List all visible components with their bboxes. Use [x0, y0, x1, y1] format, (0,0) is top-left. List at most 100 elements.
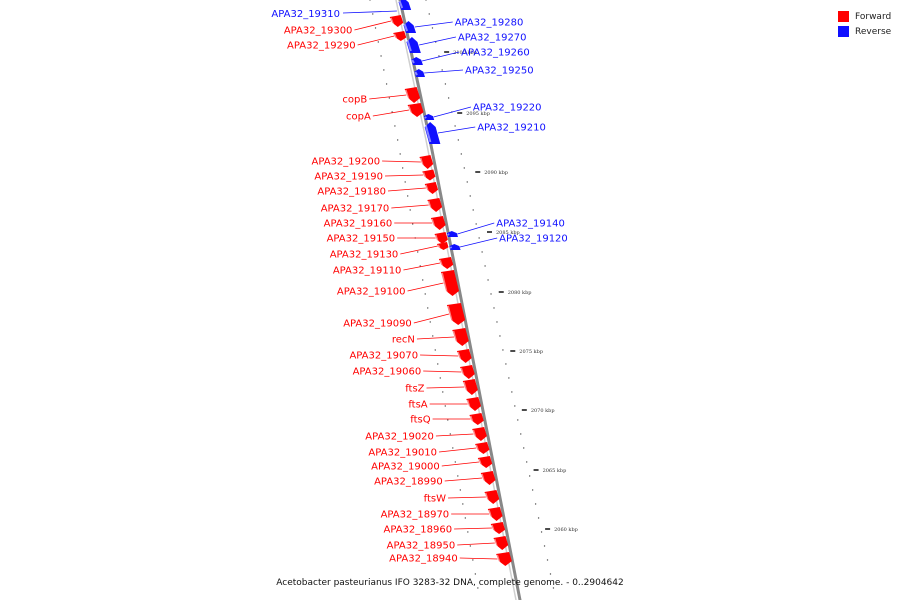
guide-dot: [429, 321, 431, 323]
forward-gene: [475, 442, 490, 454]
forward-gene-highlight: [493, 538, 499, 549]
guide-dot: [380, 55, 382, 57]
reverse-gene-highlight: [449, 246, 453, 249]
reverse-gene-highlight: [424, 124, 432, 143]
tick-label: 2100 kbp: [453, 50, 477, 56]
guide-dot: [505, 363, 507, 365]
guide-dot: [463, 167, 465, 169]
tick-label: 2085 kbp: [496, 230, 520, 236]
forward-gene-highlight: [466, 399, 471, 410]
guide-dot: [467, 531, 469, 533]
guide-dot: [427, 307, 429, 309]
leader-line: [414, 21, 453, 28]
forward-gene-highlight: [404, 89, 411, 102]
forward-gene-highlight: [462, 381, 468, 394]
forward-gene: [419, 155, 434, 169]
reverse-gene-highlight: [403, 23, 409, 32]
legend-label-forward: Forward: [855, 11, 892, 22]
gene-label-reverse: APA32_19310: [271, 9, 340, 20]
forward-gene-highlight: [407, 105, 413, 116]
reverse-gene-highlight: [414, 71, 418, 76]
gene-label-forward: APA32_19150: [327, 234, 396, 245]
gene-label-forward: APA32_19170: [321, 204, 390, 215]
guide-dot: [552, 587, 555, 589]
forward-gene-body: [490, 522, 506, 534]
forward-gene-highlight: [452, 330, 458, 345]
gene-features: [389, 0, 512, 566]
guide-dot: [499, 335, 501, 337]
leader-line: [419, 36, 457, 46]
gene-label-forward: APA32_19090: [343, 319, 412, 330]
reverse-gene-body: [449, 244, 461, 250]
reverse-gene-highlight: [411, 59, 415, 64]
forward-gene-body: [487, 507, 503, 521]
guide-dot: [523, 447, 525, 449]
guide-dot: [546, 559, 549, 561]
gene-label-forward: APA32_19190: [314, 172, 383, 183]
forward-gene-body: [462, 379, 478, 395]
leader-line: [459, 557, 498, 560]
dotted-guides: [369, 0, 555, 589]
forward-gene: [484, 490, 500, 504]
guide-dot: [432, 335, 434, 337]
guide-dot: [540, 531, 543, 533]
forward-gene: [430, 216, 446, 230]
guide-dot: [369, 0, 371, 1]
forward-gene-highlight: [475, 444, 480, 453]
forward-gene-body: [438, 257, 454, 269]
guide-dot: [517, 419, 519, 421]
guide-dot: [474, 573, 477, 575]
guide-dot: [484, 265, 486, 267]
forward-gene: [436, 242, 449, 250]
forward-gene: [496, 552, 512, 566]
guide-dot: [385, 83, 388, 85]
guide-dot: [502, 349, 504, 351]
guide-dot: [399, 153, 401, 155]
legend-item-forward: Forward: [838, 9, 891, 24]
forward-gene: [422, 169, 436, 181]
forward-gene: [490, 522, 506, 534]
forward-gene-highlight: [424, 184, 430, 193]
tick-label: 2060 kbp: [554, 527, 578, 533]
forward-gene-highlight: [472, 429, 477, 440]
forward-gene-highlight: [496, 554, 501, 565]
reverse-gene-body: [423, 114, 435, 120]
guide-dot: [526, 461, 528, 463]
forward-gene: [393, 31, 407, 41]
forward-gene-highlight: [484, 492, 490, 503]
gene-label-reverse: APA32_19270: [458, 33, 527, 44]
gene-label-forward: APA32_19060: [353, 367, 422, 378]
guide-dot: [377, 41, 379, 43]
guide-dot: [549, 573, 552, 575]
guide-dot: [447, 419, 449, 421]
forward-gene-highlight: [427, 200, 433, 211]
forward-gene: [493, 536, 509, 550]
forward-gene-body: [484, 490, 500, 504]
forward-gene-highlight: [460, 367, 465, 378]
reverse-gene: [403, 21, 417, 33]
leader-line: [385, 174, 424, 177]
forward-gene-highlight: [487, 509, 493, 520]
gene-label-reverse: APA32_19210: [477, 123, 546, 134]
guide-dot: [543, 545, 546, 547]
tick-label: 2075 kbp: [519, 349, 543, 355]
forward-gene-body: [460, 365, 475, 379]
gene-label-forward: copA: [346, 112, 371, 123]
guide-dot: [466, 181, 468, 183]
forward-gene: [462, 379, 478, 395]
forward-gene-body: [422, 169, 436, 181]
forward-gene: [446, 303, 466, 325]
guide-dot: [454, 461, 456, 463]
map-caption: Acetobacter pasteurianus IFO 3283-32 DNA…: [276, 578, 624, 588]
guide-dot: [487, 279, 489, 281]
guide-dot: [406, 195, 409, 197]
tick-label: 2090 kbp: [484, 170, 508, 176]
guide-dot: [452, 447, 454, 449]
forward-gene-body: [480, 471, 496, 485]
leader-line: [369, 94, 407, 100]
guide-dot: [449, 433, 451, 435]
leader-line: [424, 69, 464, 74]
forward-gene-highlight: [440, 272, 448, 295]
gene-label-forward: APA32_18970: [381, 510, 450, 521]
gene-label-forward: ftsW: [424, 494, 446, 505]
